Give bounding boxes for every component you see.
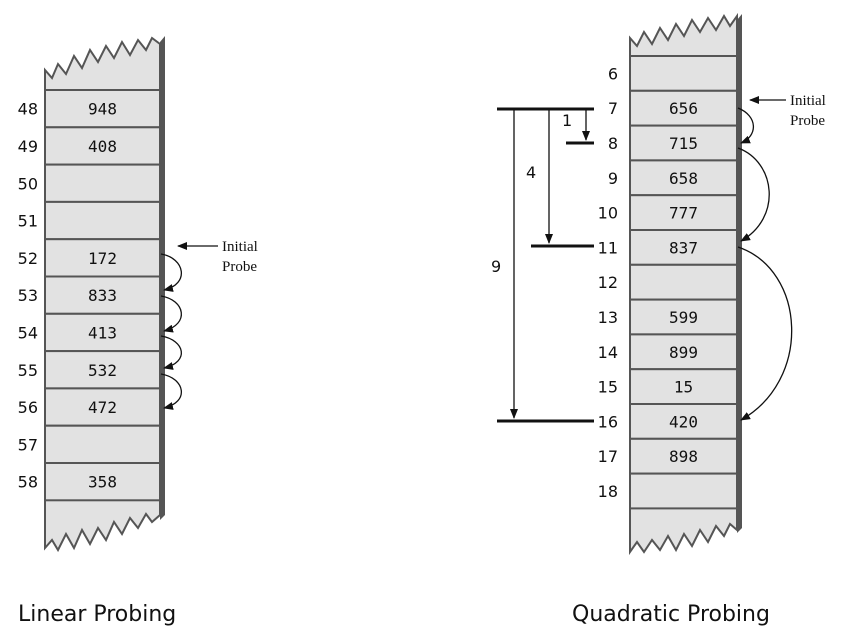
linear-caption: Linear Probing xyxy=(18,602,176,627)
linear-row-index-label: 56 xyxy=(18,398,38,417)
quadratic-row-index-label: 12 xyxy=(598,273,618,292)
linear-arc-2 xyxy=(160,295,182,333)
quadratic-row-cell xyxy=(629,124,738,162)
quadratic-row-cell xyxy=(629,333,738,371)
quadratic-row-value: 837 xyxy=(669,238,698,257)
linear-arc-1 xyxy=(160,253,182,292)
linear-probe-arcs xyxy=(160,242,218,410)
quadratic-arc-7-8 xyxy=(737,107,755,144)
linear-torn-bottom xyxy=(44,499,161,553)
quadratic-row-value: 777 xyxy=(669,204,698,223)
linear-row-cell xyxy=(44,238,161,278)
quadratic-arc-8-11 xyxy=(737,147,770,242)
linear-row-value: 408 xyxy=(88,137,117,156)
linear-row-cell xyxy=(44,200,161,241)
quadratic-row-index-label: 8 xyxy=(608,134,618,153)
linear-row-cell xyxy=(44,350,161,390)
linear-note-initial: Initial xyxy=(222,239,258,255)
quadratic-row-cell xyxy=(629,298,738,336)
linear-note-probe: Probe xyxy=(222,259,257,275)
linear-row-value: 172 xyxy=(88,249,117,268)
quadratic-row-cell xyxy=(629,437,738,475)
step-label-1: 1 xyxy=(562,111,572,130)
quadratic-row-cell xyxy=(629,263,738,301)
linear-table-shadow xyxy=(160,36,165,520)
linear-row-index-label: 48 xyxy=(18,100,38,119)
linear-row-value: 413 xyxy=(88,323,117,342)
quadratic-torn-top xyxy=(629,12,738,57)
quadratic-caption: Quadratic Probing xyxy=(572,602,770,627)
linear-arc-3 xyxy=(160,335,182,370)
quadratic-row-index-label: 14 xyxy=(598,343,618,362)
linear-row-cell xyxy=(44,462,161,502)
quadratic-row-value: 656 xyxy=(669,99,698,118)
quadratic-row-value: 599 xyxy=(669,308,698,327)
linear-row-cell xyxy=(44,275,161,315)
linear-row-value: 833 xyxy=(88,286,117,305)
quadratic-row-cell xyxy=(629,403,738,440)
linear-row-cell xyxy=(44,89,161,129)
linear-row-index-label: 54 xyxy=(18,323,38,342)
quadratic-torn-bottom xyxy=(629,507,738,556)
quadratic-row-index-label: 7 xyxy=(608,99,618,118)
quadratic-row-value: 899 xyxy=(669,343,698,362)
quadratic-row-cell xyxy=(629,368,738,406)
quadratic-row-cell xyxy=(629,229,738,266)
linear-row-value: 948 xyxy=(88,100,117,119)
quadratic-note-probe: Probe xyxy=(790,113,825,129)
linear-row-cell xyxy=(44,387,161,427)
quadratic-row-cell xyxy=(629,55,738,92)
quadratic-row-index-label: 18 xyxy=(598,482,618,501)
quadratic-row-index-label: 10 xyxy=(598,204,618,223)
linear-row-cell xyxy=(44,424,161,465)
quadratic-row-index-label: 9 xyxy=(608,169,618,188)
quadratic-row-index-label: 11 xyxy=(598,238,618,257)
quadratic-row-cell xyxy=(629,89,738,127)
linear-row-index-label: 50 xyxy=(18,174,38,193)
linear-row-cell xyxy=(44,163,161,203)
linear-row-index-label: 57 xyxy=(18,435,38,454)
quadratic-row-value: 15 xyxy=(674,378,693,397)
quadratic-row-value: 715 xyxy=(669,134,698,153)
quadratic-row-index-label: 15 xyxy=(598,378,618,397)
quadratic-row-value: 658 xyxy=(669,169,698,188)
step-label-4: 4 xyxy=(526,163,536,182)
quadratic-row-value: 420 xyxy=(669,412,698,431)
quadratic-row-index-label: 17 xyxy=(598,447,618,466)
linear-row-value: 532 xyxy=(88,361,117,380)
linear-row-index-label: 51 xyxy=(18,212,38,231)
quadratic-table-shadow xyxy=(737,14,742,533)
step-brackets xyxy=(497,107,594,423)
linear-row-index-label: 53 xyxy=(18,286,38,305)
linear-table: 48 948 49 408 50 51 52 172 53 833 54 413 55 532 56 472 5… xyxy=(18,36,165,553)
linear-row-index-label: 52 xyxy=(18,249,38,268)
quadratic-note-initial: Initial xyxy=(790,93,826,109)
quadratic-arc-11-16 xyxy=(737,246,793,421)
quadratic-row-value: 898 xyxy=(669,447,698,466)
linear-row-value: 472 xyxy=(88,398,117,417)
linear-arc-4 xyxy=(160,373,182,410)
quadratic-row-index-label: 13 xyxy=(598,308,618,327)
quadratic-row-cell xyxy=(629,159,738,197)
linear-row-index-label: 49 xyxy=(18,137,38,156)
linear-row-value: 358 xyxy=(88,473,117,492)
linear-torn-top xyxy=(44,36,161,91)
quadratic-row-index-label: 16 xyxy=(598,412,618,431)
linear-row-index-label: 58 xyxy=(18,473,38,492)
quadratic-probe-arcs xyxy=(737,96,793,421)
step-label-9: 9 xyxy=(491,257,501,276)
linear-row-index-label: 55 xyxy=(18,361,38,380)
quadratic-row-cell xyxy=(629,472,738,510)
quadratic-table: 6 7 656 8 715 9 658 10 777 11 837 12 13 599 14 899 15 15 1… xyxy=(598,12,742,556)
quadratic-row-index-label: 6 xyxy=(608,64,618,83)
